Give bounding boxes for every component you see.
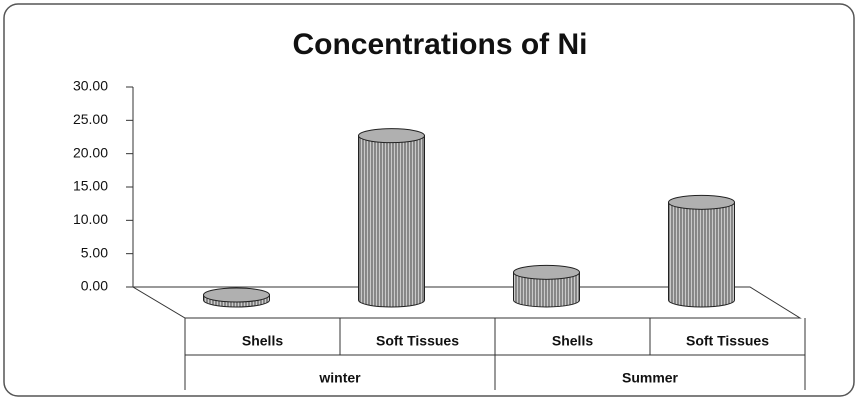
y-tick-label: 10.00 (73, 211, 108, 227)
x-tick-label: Soft Tissues (376, 333, 459, 349)
group-label: Summer (622, 370, 679, 386)
cylinder-top (668, 194, 735, 210)
x-tick-label: Shells (552, 333, 593, 349)
y-tick-label: 20.00 (73, 144, 108, 160)
cylinder-top (203, 287, 270, 303)
cylinder-body (513, 271, 580, 308)
y-tick-label: 15.00 (73, 178, 108, 194)
y-tick-label: 25.00 (73, 111, 108, 127)
bar (668, 194, 735, 308)
group-label: winter (318, 370, 361, 386)
x-tick-label: Shells (242, 333, 283, 349)
y-tick-label: 5.00 (81, 244, 108, 260)
y-tick-label: 30.00 (73, 78, 108, 94)
x-tick-label: Soft Tissues (686, 333, 769, 349)
cylinder-body (668, 201, 735, 308)
cylinder-top (358, 128, 425, 144)
bar (358, 128, 425, 308)
bar (203, 287, 270, 308)
cylinder-top (513, 264, 580, 280)
bar (513, 264, 580, 308)
cylinder-body (358, 135, 425, 308)
y-tick-label: 0.00 (81, 278, 108, 294)
chart-title: Concentrations of Ni (292, 28, 587, 61)
